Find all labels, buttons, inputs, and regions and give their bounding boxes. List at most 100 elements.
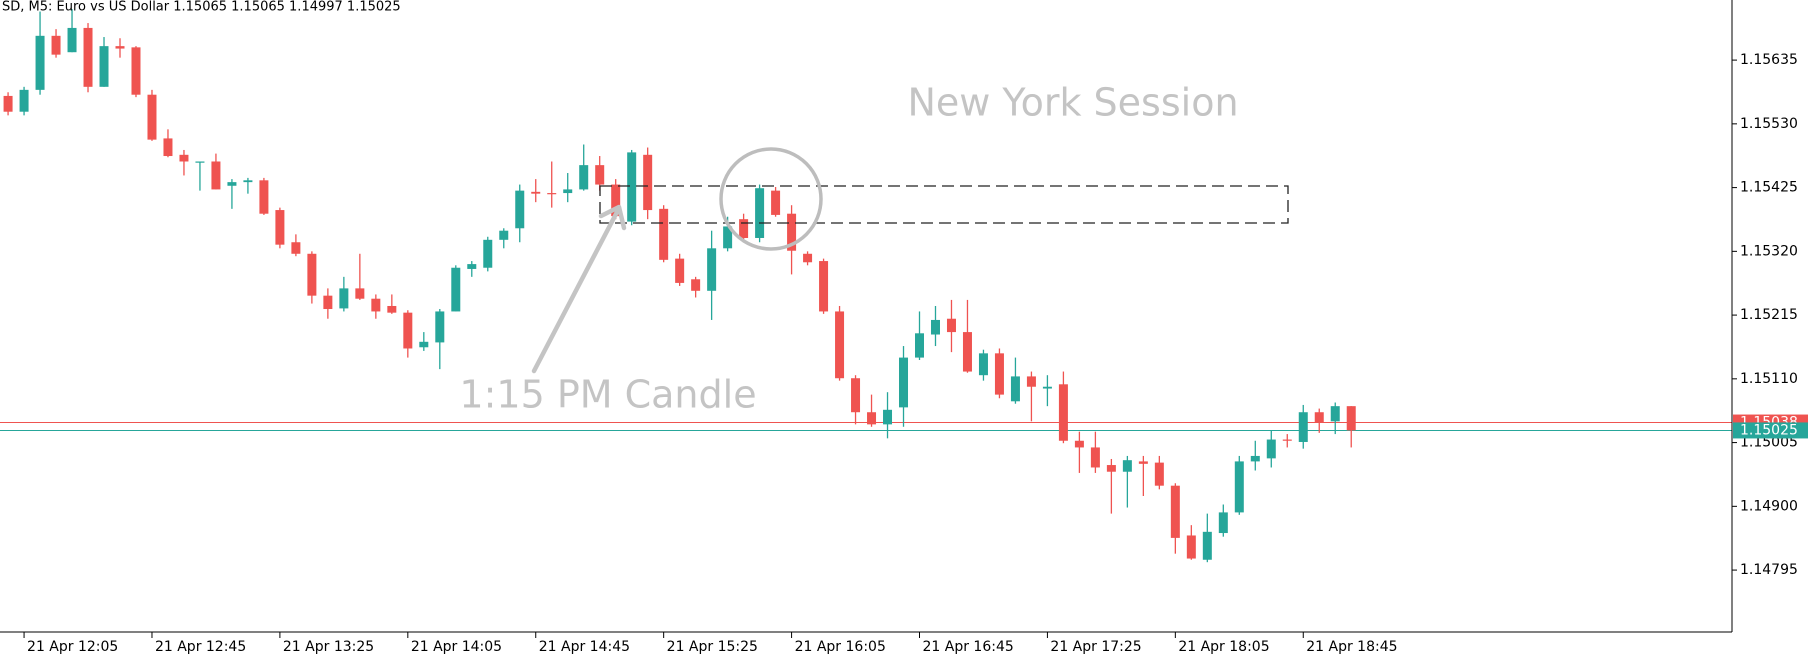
y-tick-label: 1.15215	[1740, 307, 1798, 323]
candle-body	[163, 138, 173, 157]
x-tick-label: 21 Apr 14:45	[539, 639, 630, 655]
candle-body	[835, 311, 845, 379]
candle-body	[1250, 455, 1260, 462]
candle-body	[435, 311, 445, 343]
x-tick-label: 21 Apr 13:25	[283, 639, 374, 655]
candle-body	[659, 208, 669, 260]
candle-body	[115, 46, 125, 49]
candle-body	[962, 332, 972, 372]
candle-body	[707, 248, 717, 291]
candle-body	[1314, 412, 1324, 423]
candle-body	[339, 288, 349, 309]
candle-body	[595, 165, 605, 185]
candle-body	[675, 258, 685, 283]
candle-body	[99, 46, 109, 87]
candle-body	[291, 242, 301, 254]
candle-body	[1170, 485, 1180, 538]
candle-body	[579, 165, 589, 190]
zone-box	[599, 185, 1289, 224]
candle-body	[1154, 462, 1164, 486]
candle-body	[1298, 412, 1308, 442]
candle-body	[467, 264, 477, 269]
candle-body	[643, 154, 653, 211]
x-tick-label: 21 Apr 18:45	[1306, 639, 1397, 655]
candle-body	[275, 210, 285, 245]
y-tick-label: 1.15530	[1740, 116, 1798, 132]
candle-body	[1042, 386, 1052, 389]
candle-body	[307, 253, 317, 296]
candle-body	[1186, 535, 1196, 559]
candle-body	[994, 353, 1004, 395]
candle-body	[1330, 406, 1340, 422]
highlight-circle	[719, 147, 823, 251]
candle-body	[323, 295, 333, 310]
candle-body	[131, 47, 141, 95]
candle-body	[227, 182, 237, 186]
candle-body	[723, 226, 733, 249]
candle-body	[147, 94, 157, 140]
candle-body	[355, 288, 365, 299]
candle-body	[611, 184, 621, 217]
plot: 1.14900 1.14795 1.15005 1.15110 1.15215 1.153…	[0, 9, 1808, 655]
candle-body	[755, 188, 765, 238]
candle-body	[195, 161, 205, 163]
candle-body	[259, 180, 269, 214]
candle-body	[851, 378, 861, 413]
candle-body	[1202, 531, 1212, 560]
candle-body	[419, 341, 429, 348]
candle-body	[930, 319, 940, 335]
candle-body	[899, 357, 909, 408]
x-tick-label: 21 Apr 12:45	[155, 639, 246, 655]
candle-body	[499, 230, 509, 240]
candle-body	[1346, 406, 1356, 431]
candle-body	[19, 89, 29, 112]
y-tick-label: 1.15425	[1740, 180, 1798, 196]
candle-body	[1026, 376, 1036, 387]
candle-body	[243, 180, 253, 183]
candle-body	[3, 95, 13, 112]
candle-body	[946, 318, 956, 333]
x-tick-label: 21 Apr 16:45	[923, 639, 1014, 655]
candle-body	[1122, 460, 1132, 472]
y-tick-label: 1.15005	[1740, 435, 1798, 451]
y-tick-label: 1.14795	[1740, 562, 1798, 578]
candle-body	[1282, 439, 1292, 441]
candle-body	[1266, 439, 1276, 459]
candle-body	[1138, 461, 1148, 464]
candle-body	[211, 161, 221, 190]
candle-body	[67, 27, 77, 53]
candle-body	[515, 190, 525, 229]
candle-body	[83, 27, 93, 87]
candle-body	[867, 412, 877, 425]
candle-body	[803, 253, 813, 263]
x-tick-label: 21 Apr 15:25	[667, 639, 758, 655]
candle-body	[1090, 447, 1100, 468]
candle-body	[691, 279, 701, 291]
candle-body	[1106, 465, 1116, 472]
arrow-shaft	[531, 209, 620, 374]
candle-body	[387, 305, 397, 313]
x-tick-label: 21 Apr 12:05	[27, 639, 118, 655]
candle-body	[1234, 461, 1244, 513]
y-tick-label: 1.15110	[1740, 371, 1798, 387]
candle-body	[978, 353, 988, 376]
candle-body	[1074, 440, 1084, 448]
y-tick-label: 1.15320	[1740, 243, 1798, 259]
candle-body	[627, 152, 637, 222]
annotation: 1:15 PM Candle	[459, 373, 756, 417]
x-tick-label: 21 Apr 18:05	[1178, 639, 1269, 655]
candle-body	[819, 261, 829, 312]
price-label-box	[1733, 422, 1808, 439]
candle-body	[371, 298, 381, 312]
chart-title: SD, M5: Euro vs US Dollar 1.15065 1.1506…	[2, 0, 401, 15]
candle-body	[531, 191, 541, 194]
candle-body	[403, 312, 413, 349]
candle-body	[787, 213, 797, 251]
candle-body	[51, 35, 61, 55]
x-tick-label: 21 Apr 16:05	[795, 639, 886, 655]
candle-body	[35, 35, 45, 90]
candle-body	[483, 239, 493, 268]
